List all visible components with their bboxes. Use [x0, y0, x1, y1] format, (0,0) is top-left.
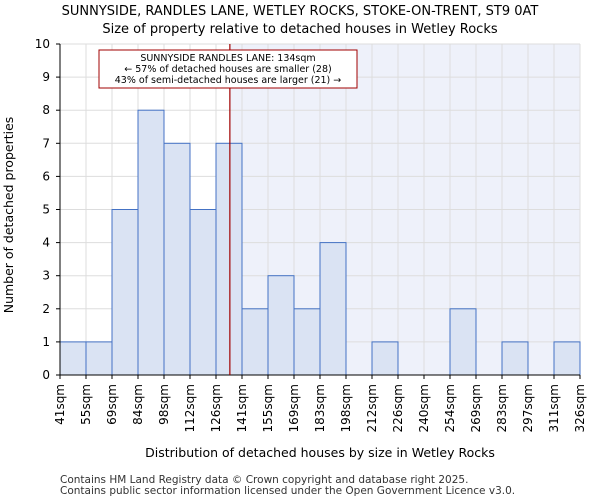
x-tick-label: 254sqm: [443, 384, 457, 432]
chart-subtitle: Size of property relative to detached ho…: [102, 22, 498, 37]
x-tick-label: 55sqm: [79, 384, 93, 425]
histogram-bar: [111, 209, 139, 376]
histogram-bar: [137, 109, 165, 376]
x-tick-label: 311sqm: [547, 384, 561, 432]
y-tick-label: 8: [42, 103, 50, 117]
x-tick-label: 283sqm: [495, 384, 509, 432]
footer-line-1: Contains HM Land Registry data © Crown c…: [60, 474, 469, 486]
y-tick-label: 7: [42, 136, 50, 150]
histogram-bar: [59, 341, 87, 376]
y-axis-label: Number of detached properties: [1, 117, 16, 314]
y-tick-label: 1: [42, 335, 50, 349]
annotation-line-3: 43% of semi-detached houses are larger (…: [115, 75, 342, 86]
histogram-bar: [241, 308, 269, 376]
x-tick-label: 183sqm: [313, 384, 327, 432]
histogram-bar: [449, 308, 477, 376]
marker-annotation-box: [98, 49, 358, 89]
x-axis-label: Distribution of detached houses by size …: [145, 445, 495, 460]
histogram-bar: [267, 275, 295, 376]
x-tick-label: 155sqm: [261, 384, 275, 432]
x-tick-label: 169sqm: [287, 384, 301, 432]
x-tick-label: 269sqm: [469, 384, 483, 432]
x-tick-label: 126sqm: [209, 384, 223, 432]
y-tick-label: 6: [42, 169, 50, 183]
x-tick-label: 240sqm: [417, 384, 431, 432]
x-tick-label: 198sqm: [339, 384, 353, 432]
annotation-line-2: ← 57% of detached houses are smaller (28…: [124, 64, 331, 75]
x-tick-label: 212sqm: [365, 384, 379, 432]
x-tick-label: 69sqm: [105, 384, 119, 425]
histogram-bar: [319, 242, 347, 376]
histogram-bar: [501, 341, 529, 376]
x-tick-label: 226sqm: [391, 384, 405, 432]
x-tick-label: 41sqm: [53, 384, 67, 425]
histogram-bar: [85, 341, 113, 376]
footer-line-2: Contains public sector information licen…: [60, 485, 516, 497]
chart-title: SUNNYSIDE, RANDLES LANE, WETLEY ROCKS, S…: [61, 4, 539, 19]
y-tick-label: 0: [42, 368, 50, 382]
histogram-bar: [163, 142, 191, 376]
y-tick-label: 5: [42, 203, 50, 217]
x-tick-label: 84sqm: [131, 384, 145, 425]
x-tick-label: 98sqm: [157, 384, 171, 425]
x-tick-label: 112sqm: [183, 384, 197, 432]
y-tick-label: 10: [35, 37, 50, 51]
y-tick-label: 4: [42, 236, 50, 250]
y-tick-label: 3: [42, 269, 50, 283]
x-tick-label: 326sqm: [573, 384, 587, 432]
annotation-line-1: SUNNYSIDE RANDLES LANE: 134sqm: [140, 53, 315, 64]
histogram-bar: [189, 209, 217, 376]
histogram-bar: [215, 142, 243, 376]
histogram-bar: [553, 341, 581, 376]
x-tick-label: 141sqm: [235, 384, 249, 432]
histogram-bar: [293, 308, 321, 376]
histogram-bar: [371, 341, 399, 376]
x-tick-label: 297sqm: [521, 384, 535, 432]
y-tick-label: 9: [42, 70, 50, 84]
y-tick-label: 2: [42, 302, 50, 316]
